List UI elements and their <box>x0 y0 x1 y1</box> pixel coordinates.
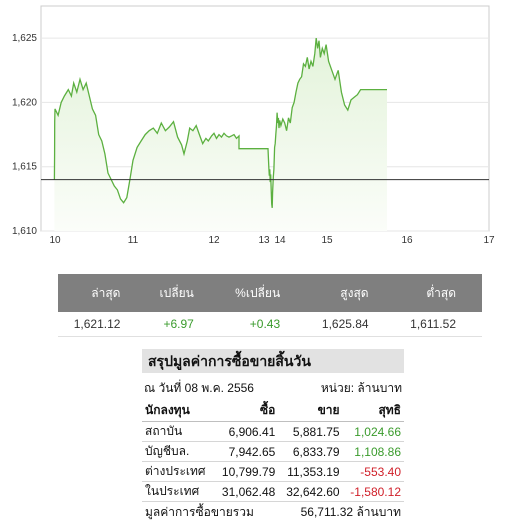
x-tick-label: 16 <box>401 235 413 246</box>
net-value: 1,024.66 <box>342 421 404 442</box>
col-investor: นักลงทุน <box>142 399 215 422</box>
summary-table: นักลงทุน ซื้อ ขาย สุทธิ สถาบัน 6,906.41 … <box>142 399 404 502</box>
x-tick-label: 15 <box>321 235 333 246</box>
investor-name: ในประเทศ <box>142 481 215 502</box>
sell-value: 11,353.19 <box>278 461 343 482</box>
investor-name: สถาบัน <box>142 421 215 442</box>
summary-date: ณ วันที่ 08 พ.ค. 2556 <box>144 381 254 395</box>
y-tick-label: 1,625 <box>12 33 37 44</box>
summary-meta: ณ วันที่ 08 พ.ค. 2556 หน่วย: ล้านบาท <box>142 373 404 399</box>
sell-value: 5,881.75 <box>278 421 343 442</box>
summary-total-row: มูลค่าการซื้อขายรวม 56,711.32 ล้านบาท <box>142 502 404 522</box>
price-line <box>53 38 387 208</box>
x-tick-label: 17 <box>483 235 495 246</box>
x-tick-label: 11 <box>128 235 139 246</box>
table-row: ในประเทศ 31,062.48 32,642.60 -1,580.12 <box>142 481 404 502</box>
trading-summary: สรุปมูลค่าการซื้อขายสิ้นวัน ณ วันที่ 08 … <box>142 349 404 522</box>
header-pct-change: %เปลี่ยน <box>219 274 307 312</box>
x-tick-label: 12 <box>208 235 220 246</box>
buy-value: 31,062.48 <box>214 481 279 502</box>
y-tick-label: 1,620 <box>12 97 37 108</box>
buy-value: 7,942.65 <box>214 441 279 462</box>
x-tick-label: 13 <box>258 235 270 246</box>
value-pct-change: +0.43 <box>219 312 307 337</box>
header-change: เปลี่ยน <box>146 274 220 312</box>
value-low: 1,611.52 <box>394 312 482 337</box>
index-summary-table: ล่าสุด เปลี่ยน %เปลี่ยน สูงสุด ต่ำสุด 1,… <box>58 274 482 337</box>
sell-value: 32,642.60 <box>278 481 343 502</box>
header-high: สูงสุด <box>306 274 395 312</box>
buy-value: 6,906.41 <box>214 421 279 442</box>
x-tick-label: 14 <box>274 235 286 246</box>
value-last: 1,621.12 <box>58 312 147 337</box>
investor-name: ต่างประเทศ <box>142 461 215 482</box>
table-row: ต่างประเทศ 10,799.79 11,353.19 -553.40 <box>142 461 404 482</box>
col-net: สุทธิ <box>342 399 404 422</box>
sell-value: 6,833.79 <box>278 441 343 462</box>
net-value: 1,108.86 <box>342 441 404 462</box>
total-label: มูลค่าการซื้อขายรวม <box>145 505 254 519</box>
table-row: บัญชีบล. 7,942.65 6,833.79 1,108.86 <box>142 441 404 462</box>
net-value: -553.40 <box>342 461 404 482</box>
investor-name: บัญชีบล. <box>142 441 215 462</box>
header-last: ล่าสุด <box>58 274 147 312</box>
index-chart: 1,625 1,620 1,615 1,610 10 11 12 13 14 15 16 17 <box>12 5 495 246</box>
y-tick-label: 1,615 <box>12 162 37 173</box>
y-tick-label: 1,610 <box>12 226 37 237</box>
value-change: +6.97 <box>146 312 220 337</box>
col-sell: ขาย <box>278 399 343 422</box>
value-high: 1,625.84 <box>306 312 395 337</box>
summary-title: สรุปมูลค่าการซื้อขายสิ้นวัน <box>142 349 404 373</box>
summary-unit: หน่วย: ล้านบาท <box>320 381 402 395</box>
buy-value: 10,799.79 <box>214 461 279 482</box>
header-low: ต่ำสุด <box>394 274 482 312</box>
price-area <box>54 38 388 231</box>
net-value: -1,580.12 <box>342 481 404 502</box>
col-buy: ซื้อ <box>214 399 279 422</box>
x-tick-label: 10 <box>49 235 61 246</box>
table-row: สถาบัน 6,906.41 5,881.75 1,024.66 <box>142 421 404 442</box>
total-value: 56,711.32 ล้านบาท <box>300 505 401 519</box>
